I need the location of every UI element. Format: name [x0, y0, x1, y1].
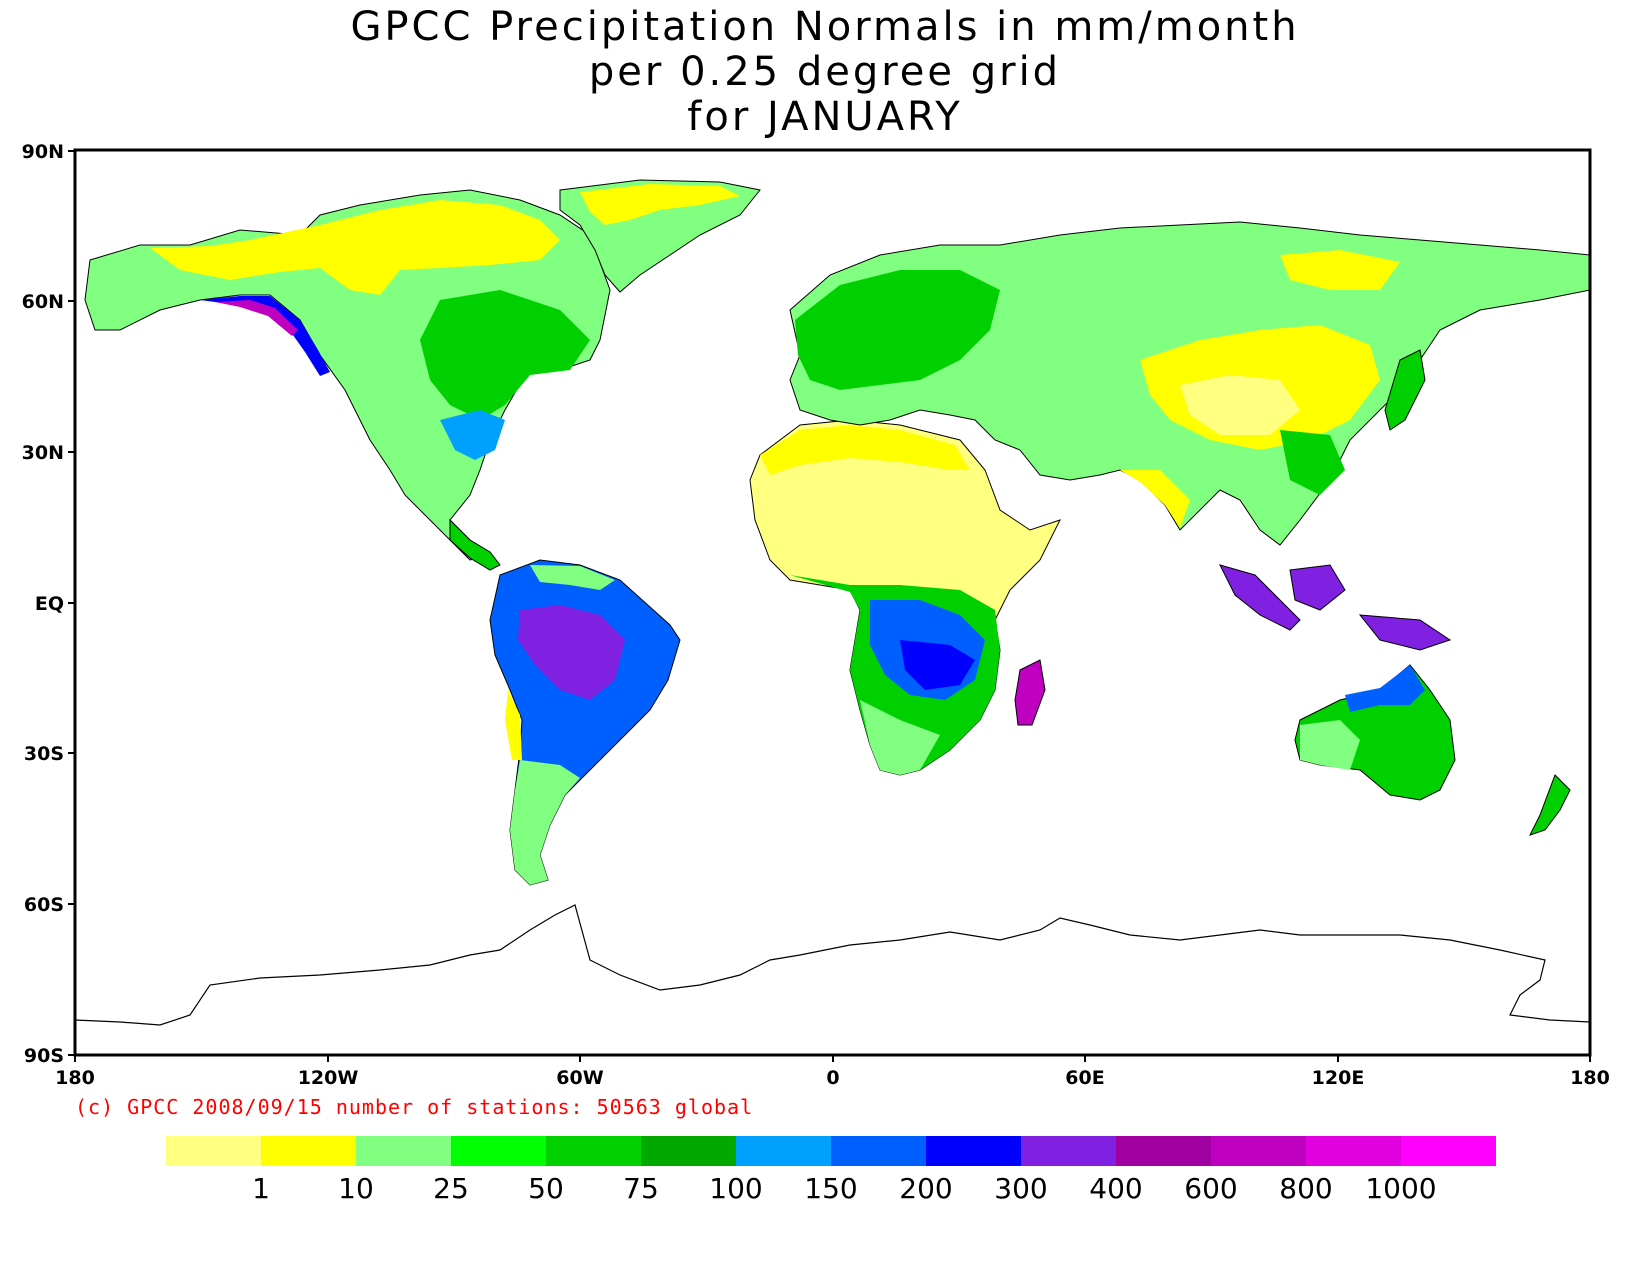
legend-label: 150 [804, 1172, 858, 1205]
legend-swatch [261, 1136, 356, 1166]
legend-swatch [546, 1136, 641, 1166]
south-america-north-green [530, 565, 615, 590]
legend-swatch [1211, 1136, 1306, 1166]
australia-west-dry [1300, 720, 1360, 770]
legend-label: 100 [709, 1172, 763, 1205]
southeast-asia-islands [1219, 564, 1452, 651]
legend-swatch [1306, 1136, 1401, 1166]
lat-label-30n: 30N [22, 442, 64, 464]
lon-label-180w: 180 [55, 1067, 95, 1089]
latitude-axis: 90N 60N 30N EQ 30S 60S 90S [22, 141, 75, 1067]
legend-label: 25 [433, 1172, 469, 1205]
lat-label-eq: EQ [35, 593, 64, 615]
greenland-dry-interior [580, 184, 740, 225]
north-america-arctic-dry [150, 200, 560, 295]
legend-label: 400 [1089, 1172, 1143, 1205]
legend-colorbar [166, 1136, 1496, 1166]
africa-sahel-yellow [760, 425, 970, 475]
legend-label: 1 [252, 1172, 270, 1205]
south-america-west-coast-dry [505, 690, 522, 760]
japan [1384, 349, 1426, 431]
legend-swatch [831, 1136, 926, 1166]
africa-central-very-wet [900, 640, 975, 690]
north-america [84, 189, 611, 561]
legend-label: 10 [338, 1172, 374, 1205]
legend-swatch [166, 1136, 261, 1166]
europe-green [795, 270, 1000, 390]
legend-labels: 1 10 25 50 75 100 150 200 300 400 600 800 1000 [0, 1172, 1650, 1208]
north-america-southeast-wet [440, 410, 505, 460]
legend-swatch [1116, 1136, 1211, 1166]
north-america-west-coast-wet [200, 296, 330, 376]
lon-label-60w: 60W [556, 1067, 603, 1089]
north-america-east-green [420, 290, 590, 420]
copyright-footer: (c) GPCC 2008/09/15 number of stations: … [75, 1095, 754, 1119]
south-america-amazon-very-wet [518, 605, 625, 700]
australia-north-wet [1345, 665, 1425, 712]
lat-label-30s: 30S [24, 743, 64, 765]
central-asia-very-dry [1180, 375, 1300, 435]
lon-label-0: 0 [826, 1067, 839, 1089]
legend-swatch [926, 1136, 1021, 1166]
map-area [75, 179, 1590, 1026]
southeast-china-green [1280, 430, 1345, 495]
central-america [449, 518, 501, 571]
legend-swatch [451, 1136, 546, 1166]
map-title-line-3: for JANUARY [687, 94, 963, 140]
lon-label-120w: 120W [298, 1067, 359, 1089]
map-title-line-1: GPCC Precipitation Normals in mm/month [350, 4, 1300, 50]
south-america-south-green [510, 760, 580, 885]
legend-label: 1000 [1365, 1172, 1437, 1205]
legend-label: 800 [1279, 1172, 1333, 1205]
south-asia-yellow [1120, 470, 1190, 528]
legend-swatch [1021, 1136, 1116, 1166]
legend-label: 75 [623, 1172, 659, 1205]
antarctica-coastline [75, 904, 1590, 1026]
longitude-axis: 180 120W 60W 0 60E 120E 180 [55, 1055, 1610, 1089]
north-america-west-coast-very-wet [215, 300, 298, 336]
legend-swatch [1401, 1136, 1496, 1166]
lat-label-60s: 60S [24, 894, 64, 916]
lat-label-60n: 60N [22, 291, 64, 313]
legend-swatch [736, 1136, 831, 1166]
legend-swatch [641, 1136, 736, 1166]
lat-label-90s: 90S [24, 1045, 64, 1067]
legend-label: 200 [899, 1172, 953, 1205]
africa-south-light-green [860, 700, 940, 775]
map-title-line-2: per 0.25 degree grid [588, 49, 1062, 95]
legend-label: 600 [1184, 1172, 1238, 1205]
legend-label: 50 [528, 1172, 564, 1205]
lon-label-60e: 60E [1065, 1067, 1104, 1089]
legend-swatch [356, 1136, 451, 1166]
new-zealand [1529, 774, 1571, 836]
lon-label-120e: 120E [1312, 1067, 1365, 1089]
madagascar [1014, 659, 1046, 726]
lat-label-90n: 90N [22, 141, 64, 163]
legend-label: 300 [994, 1172, 1048, 1205]
lon-label-180e: 180 [1570, 1067, 1610, 1089]
siberia-dry [1280, 250, 1400, 290]
